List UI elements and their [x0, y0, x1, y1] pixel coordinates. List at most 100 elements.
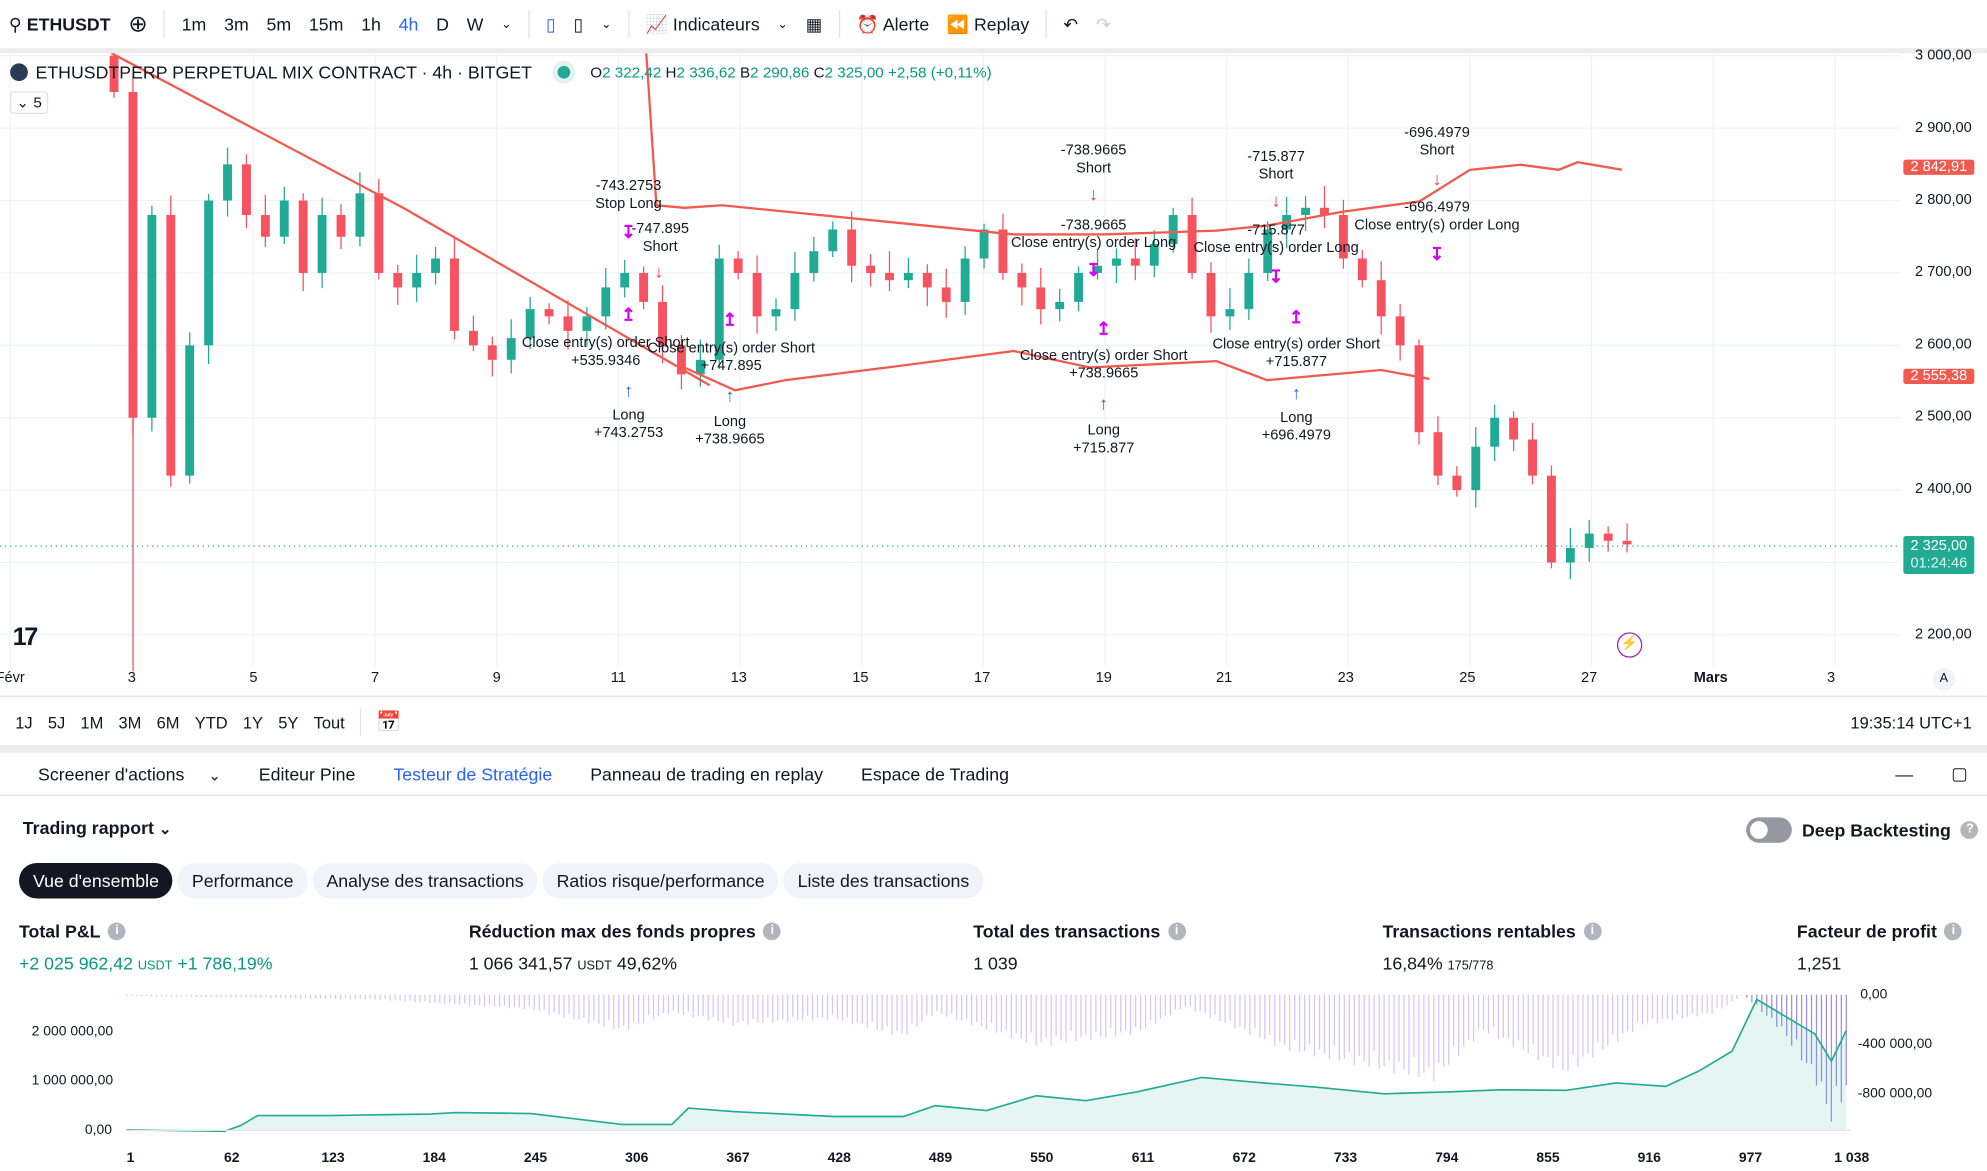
tab-trading-space[interactable]: Espace de Trading: [861, 763, 1009, 784]
trade-label: -738.9665 Close entry(s) order Long: [1010, 217, 1177, 251]
long-arrow-icon: ↑: [725, 385, 735, 406]
calendar-goto-icon[interactable]: 📅: [376, 712, 402, 734]
undo-icon[interactable]: ↶: [1063, 13, 1079, 34]
chevron-down-icon[interactable]: ⌄: [777, 17, 789, 32]
close-arrow-icon: ↧: [621, 221, 636, 243]
chart-legend: ETHUSDTPERP PERPETUAL MIX CONTRACT · 4h …: [10, 62, 992, 82]
report-subtabs: Vue d'ensemble Performance Analyse des tra…: [19, 862, 988, 899]
candle: [866, 265, 876, 273]
candle: [412, 272, 422, 288]
candle: [620, 272, 630, 288]
metric-total-trades: Total des transactions i 1 039: [973, 921, 1186, 973]
interval-5m[interactable]: 5m: [266, 13, 292, 35]
interval-4h[interactable]: 4h: [398, 13, 419, 35]
subtab-overview[interactable]: Vue d'ensemble: [19, 862, 173, 899]
candle: [431, 258, 441, 273]
info-icon[interactable]: i: [1167, 922, 1186, 941]
equity-chart[interactable]: [0, 988, 1987, 1170]
candle: [903, 272, 913, 281]
candle: [1528, 439, 1537, 476]
tab-replay-trading[interactable]: Panneau de trading en replay: [590, 763, 824, 784]
info-icon[interactable]: i: [1944, 922, 1963, 941]
trade-index-tick: 367: [726, 1150, 750, 1166]
candle: [525, 309, 535, 339]
range-5y[interactable]: 5Y: [278, 712, 299, 732]
tab-strategy-tester[interactable]: Testeur de Stratégie: [393, 763, 553, 784]
long-arrow-icon: ↑: [1291, 382, 1301, 403]
divider: [839, 10, 841, 39]
price-chart[interactable]: [0, 53, 1987, 694]
interval-1m[interactable]: 1m: [181, 13, 207, 35]
range-3m[interactable]: 3M: [118, 712, 142, 732]
range-1m[interactable]: 1M: [80, 712, 104, 732]
interval-w[interactable]: W: [466, 13, 484, 35]
candle: [1130, 258, 1140, 266]
price-tick: 2 600,00: [1915, 337, 1972, 353]
maximize-panel-icon[interactable]: ▢: [1951, 762, 1968, 784]
subtab-trade-analysis[interactable]: Analyse des transactions: [312, 862, 538, 899]
interval-3m[interactable]: 3m: [224, 13, 249, 35]
close-arrow-icon: ↥: [621, 304, 636, 325]
info-icon[interactable]: i: [763, 922, 782, 941]
date-tick: 25: [1459, 670, 1476, 686]
auto-scale-button[interactable]: A: [1932, 667, 1956, 691]
legend-title: ETHUSDTPERP PERPETUAL MIX CONTRACT · 4h …: [35, 62, 532, 83]
indicators-button[interactable]: 📈 Indicateurs: [637, 13, 769, 35]
candle: [1603, 533, 1613, 541]
chevron-down-icon[interactable]: ⌄: [601, 17, 612, 32]
minimize-panel-icon[interactable]: —: [1895, 763, 1914, 784]
info-icon[interactable]: i: [108, 922, 126, 941]
report-selector[interactable]: Trading rapport ⌄: [22, 817, 172, 838]
add-symbol-button[interactable]: ⊕: [128, 10, 148, 37]
redo-icon[interactable]: ↷: [1096, 13, 1111, 34]
metric-total-pnl: Total P&L i +2 025 962,42 USDT +1 786,19%: [19, 921, 273, 974]
candle: [223, 164, 232, 201]
candle: [1055, 301, 1065, 310]
range-ytd[interactable]: YTD: [194, 712, 228, 732]
symbol-search[interactable]: ⚲ ETHUSDT: [0, 13, 119, 35]
help-icon[interactable]: ?: [1960, 821, 1979, 839]
lower-band-price-tag: 2 555,38: [1903, 368, 1975, 384]
divider: [0, 745, 1987, 753]
candles-icon[interactable]: ▯: [545, 13, 556, 34]
chevron-down-icon[interactable]: ⌄: [501, 17, 512, 32]
subtab-trade-list[interactable]: Liste des transactions: [783, 862, 984, 899]
interval-15m[interactable]: 15m: [308, 13, 344, 35]
bar-style-icon[interactable]: ▯: [573, 13, 584, 34]
candle: [317, 215, 327, 273]
equity-line: [126, 998, 1848, 1133]
price-tick: 2 500,00: [1915, 409, 1972, 425]
candle: [1149, 243, 1159, 266]
collapse-indicators-button[interactable]: ⌄ 5: [10, 91, 49, 115]
trade-label: -696.4979 Close entry(s) order Long: [1354, 200, 1520, 234]
trend-line: [110, 53, 711, 387]
date-tick: 9: [492, 670, 501, 686]
date-tick: 27: [1580, 670, 1598, 686]
candle: [1074, 272, 1084, 302]
deep-backtesting-label: Deep Backtesting: [1801, 819, 1951, 841]
rewind-icon: ⏪: [946, 13, 970, 34]
ohlc-values: O2 322,42 H2 336,62 B2 290,86 C2 325,00 …: [590, 63, 992, 82]
range-all[interactable]: Tout: [313, 712, 345, 732]
layouts-icon[interactable]: ▦: [805, 13, 823, 34]
lightning-icon[interactable]: ⚡: [1616, 632, 1643, 658]
trade-index-tick: 123: [321, 1150, 345, 1166]
subtab-risk-ratios[interactable]: Ratios risque/performance: [542, 862, 779, 899]
upper-band: [645, 53, 1623, 236]
tab-pine-editor[interactable]: Editeur Pine: [258, 763, 356, 784]
range-6m[interactable]: 6M: [156, 712, 180, 732]
interval-d[interactable]: D: [436, 13, 449, 35]
equity-axis-tick: 0,00: [84, 1122, 113, 1138]
clock[interactable]: 19:35:14 UTC+1: [1850, 712, 1972, 732]
range-5j[interactable]: 5J: [47, 712, 66, 732]
deep-backtesting-toggle[interactable]: [1746, 817, 1792, 843]
tab-screener[interactable]: Screener d'actions ⌄: [38, 763, 221, 784]
info-icon[interactable]: i: [1583, 922, 1602, 941]
range-1y[interactable]: 1Y: [242, 712, 264, 732]
alert-button[interactable]: ⏰ Alerte: [848, 13, 938, 35]
range-1j[interactable]: 1J: [15, 712, 33, 732]
date-tick: 19: [1095, 670, 1112, 686]
interval-1h[interactable]: 1h: [361, 13, 381, 35]
subtab-performance[interactable]: Performance: [177, 862, 308, 899]
replay-button[interactable]: ⏪ Replay: [938, 13, 1038, 35]
